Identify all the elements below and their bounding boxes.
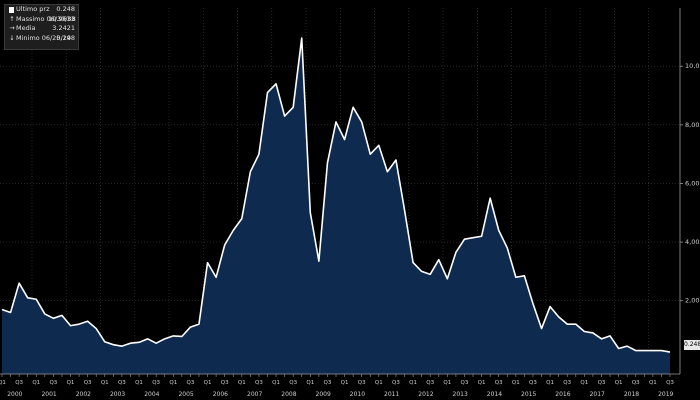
x-quarter-label: Q3 bbox=[495, 380, 503, 386]
legend-value: 0.248 bbox=[56, 5, 75, 13]
x-quarter-label: Q3 bbox=[289, 380, 297, 386]
legend-label: Minimo 06/25/19 bbox=[16, 33, 71, 42]
x-quarter-label: Q1 bbox=[546, 380, 554, 386]
x-year-label: 2008 bbox=[281, 391, 296, 398]
x-quarter-label: Q3 bbox=[358, 380, 366, 386]
x-quarter-label: Q3 bbox=[666, 380, 674, 386]
last-value-tag: 0.248 bbox=[684, 340, 700, 350]
x-quarter-label: Q3 bbox=[598, 380, 606, 386]
area-fill bbox=[2, 38, 670, 374]
x-quarter-label: Q3 bbox=[324, 380, 332, 386]
legend-label: Ultimo prz bbox=[16, 5, 50, 13]
x-quarter-label: Q1 bbox=[101, 380, 109, 386]
x-quarter-label: Q1 bbox=[512, 380, 520, 386]
x-quarter-label: Q1 bbox=[238, 380, 246, 386]
x-quarter-label: Q3 bbox=[392, 380, 400, 386]
x-quarter-label: Q3 bbox=[49, 380, 57, 386]
x-quarter-label: Q1 bbox=[649, 380, 657, 386]
x-year-label: 2012 bbox=[418, 391, 433, 398]
legend-label: Media bbox=[16, 24, 36, 32]
x-quarter-label: Q3 bbox=[221, 380, 229, 386]
x-year-label: 2003 bbox=[110, 391, 125, 398]
x-quarter-label: Q3 bbox=[529, 380, 537, 386]
x-quarter-label: Q1 bbox=[615, 380, 623, 386]
x-year-label: 2014 bbox=[487, 391, 502, 398]
legend-value: 0.248 bbox=[56, 33, 75, 42]
x-quarter-label: Q1 bbox=[204, 380, 212, 386]
x-year-label: 2005 bbox=[178, 391, 193, 398]
legend-item-average: → Media 3.2421 bbox=[5, 24, 78, 34]
x-quarter-label: Q3 bbox=[84, 380, 92, 386]
legend-label: Massimo 06/30/08 bbox=[16, 14, 76, 23]
legend: Ultimo prz 0.248 ↑ Massimo 06/30/08 10.9… bbox=[4, 4, 79, 50]
x-year-label: 2018 bbox=[624, 391, 639, 398]
x-quarter-label: Q1 bbox=[409, 380, 417, 386]
x-quarter-label: Q3 bbox=[118, 380, 126, 386]
y-tick-label: 6,00 bbox=[685, 179, 699, 187]
x-quarter-label: Q3 bbox=[186, 380, 194, 386]
x-quarter-label: Q1 bbox=[32, 380, 40, 386]
low-marker-icon: ↓ bbox=[9, 33, 15, 42]
x-quarter-label: Q1 bbox=[169, 380, 177, 386]
x-quarter-label: Q1 bbox=[0, 380, 6, 386]
y-tick-label: 8,00 bbox=[685, 121, 699, 129]
average-arrow-icon: → bbox=[9, 24, 15, 32]
legend-item-low: ↓ Minimo 06/25/19 0.248 bbox=[5, 34, 78, 44]
x-quarter-label: Q1 bbox=[67, 380, 75, 386]
legend-value: 10.9633 bbox=[48, 14, 75, 23]
x-quarter-label: Q3 bbox=[461, 380, 469, 386]
x-quarter-label: Q1 bbox=[478, 380, 486, 386]
high-marker-icon: ↑ bbox=[9, 14, 15, 23]
x-year-label: 2016 bbox=[555, 391, 570, 398]
x-quarter-label: Q3 bbox=[255, 380, 263, 386]
x-year-label: 2017 bbox=[590, 391, 605, 398]
x-quarter-label: Q1 bbox=[341, 380, 349, 386]
x-quarter-label: Q3 bbox=[15, 380, 23, 386]
x-year-label: 2009 bbox=[316, 391, 331, 398]
x-year-label: 2002 bbox=[76, 391, 91, 398]
x-year-label: 2000 bbox=[7, 391, 22, 398]
y-tick-label: 4,00 bbox=[685, 238, 699, 246]
x-year-label: 2015 bbox=[521, 391, 536, 398]
x-quarter-label: Q1 bbox=[272, 380, 280, 386]
series-line bbox=[1, 37, 671, 353]
x-year-label: 2010 bbox=[350, 391, 365, 398]
x-quarter-label: Q3 bbox=[152, 380, 160, 386]
x-quarter-label: Q1 bbox=[135, 380, 143, 386]
x-quarter-label: Q1 bbox=[443, 380, 451, 386]
x-quarter-label: Q3 bbox=[632, 380, 640, 386]
x-quarter-label: Q3 bbox=[426, 380, 434, 386]
x-year-label: 2001 bbox=[41, 391, 56, 398]
x-quarter-label: Q1 bbox=[580, 380, 588, 386]
legend-value: 3.2421 bbox=[52, 24, 75, 32]
x-year-label: 2013 bbox=[453, 391, 468, 398]
x-year-label: 2011 bbox=[384, 391, 399, 398]
x-quarter-label: Q3 bbox=[563, 380, 571, 386]
y-tick-label: 10,00 bbox=[685, 62, 700, 70]
x-year-label: 2019 bbox=[658, 391, 673, 398]
x-quarter-label: Q1 bbox=[306, 380, 314, 386]
legend-item-high: ↑ Massimo 06/30/08 10.9633 bbox=[5, 15, 78, 25]
x-year-label: 2006 bbox=[213, 391, 228, 398]
x-year-label: 2004 bbox=[144, 391, 159, 398]
legend-item-last: Ultimo prz 0.248 bbox=[5, 5, 78, 15]
x-year-label: 2007 bbox=[247, 391, 262, 398]
x-quarter-label: Q1 bbox=[375, 380, 383, 386]
y-tick-label: 2,00 bbox=[685, 297, 699, 305]
